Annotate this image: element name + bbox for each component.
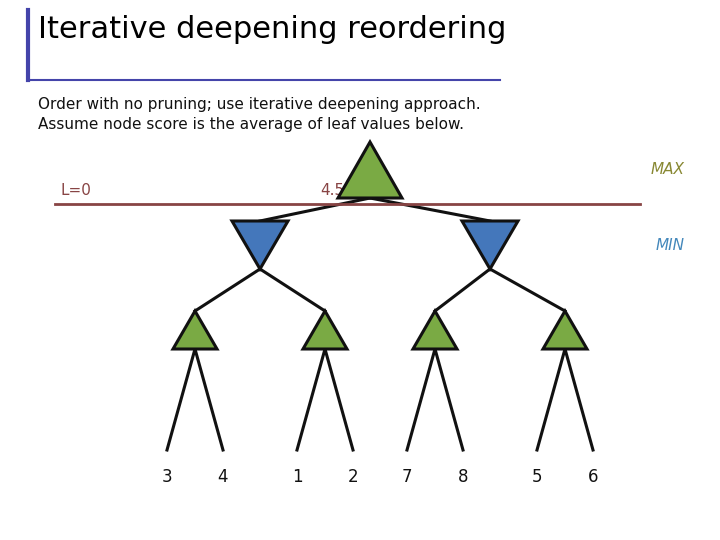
Polygon shape xyxy=(413,311,457,349)
Polygon shape xyxy=(543,311,587,349)
Text: 3: 3 xyxy=(162,468,172,486)
Text: Assume node score is the average of leaf values below.: Assume node score is the average of leaf… xyxy=(38,118,464,132)
Polygon shape xyxy=(462,221,518,269)
Text: Iterative deepening reordering: Iterative deepening reordering xyxy=(38,16,506,44)
Polygon shape xyxy=(173,311,217,349)
Text: MAX: MAX xyxy=(651,163,685,178)
Text: 8: 8 xyxy=(458,468,468,486)
Text: 7: 7 xyxy=(402,468,413,486)
Text: 1: 1 xyxy=(292,468,302,486)
Polygon shape xyxy=(303,311,347,349)
Text: 2: 2 xyxy=(348,468,359,486)
Text: L=0: L=0 xyxy=(60,183,91,198)
Text: MIN: MIN xyxy=(656,238,685,253)
Polygon shape xyxy=(232,221,288,269)
Text: Order with no pruning; use iterative deepening approach.: Order with no pruning; use iterative dee… xyxy=(38,98,481,112)
Text: 4.5: 4.5 xyxy=(320,183,344,198)
Text: 4: 4 xyxy=(217,468,228,486)
Text: 6: 6 xyxy=(588,468,598,486)
Polygon shape xyxy=(338,142,402,198)
Text: 5: 5 xyxy=(532,468,542,486)
